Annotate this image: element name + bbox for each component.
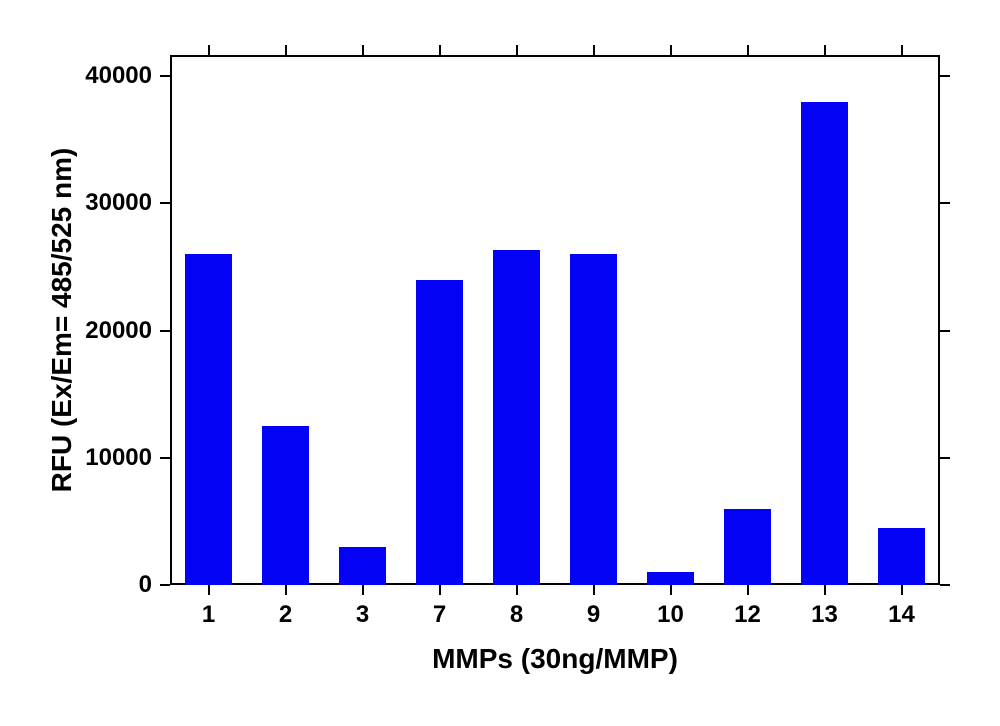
x-tick — [208, 45, 210, 55]
y-tick — [940, 202, 950, 204]
y-tick — [940, 330, 950, 332]
bar — [262, 426, 308, 585]
x-tick — [593, 45, 595, 55]
x-axis-label: MMPs (30ng/MMP) — [432, 643, 678, 675]
chart-stage: RFU (Ex/Em= 485/525 nm) MMPs (30ng/MMP) … — [0, 0, 1000, 726]
bar — [185, 254, 231, 585]
x-tick — [362, 585, 364, 595]
x-tick-label: 12 — [734, 601, 761, 629]
y-tick-label: 40000 — [85, 62, 152, 90]
x-tick-label: 3 — [356, 601, 369, 629]
bar — [801, 102, 847, 585]
x-tick-label: 14 — [888, 601, 915, 629]
bar — [339, 547, 385, 585]
y-tick-label: 30000 — [85, 189, 152, 217]
y-tick — [160, 330, 170, 332]
y-tick — [940, 584, 950, 586]
x-tick — [670, 585, 672, 595]
x-tick — [285, 45, 287, 55]
x-tick — [901, 585, 903, 595]
x-tick — [208, 585, 210, 595]
bar — [647, 572, 693, 585]
x-tick — [439, 45, 441, 55]
x-tick-label: 10 — [657, 601, 684, 629]
x-tick — [285, 585, 287, 595]
x-tick — [824, 585, 826, 595]
bar — [570, 254, 616, 585]
bar — [724, 509, 770, 585]
y-tick-label: 0 — [139, 571, 152, 599]
x-tick — [747, 45, 749, 55]
y-tick-label: 20000 — [85, 317, 152, 345]
x-tick-label: 9 — [587, 601, 600, 629]
y-tick — [160, 202, 170, 204]
y-tick — [160, 75, 170, 77]
x-tick-label: 8 — [510, 601, 523, 629]
x-tick — [362, 45, 364, 55]
x-tick — [516, 45, 518, 55]
x-tick — [593, 585, 595, 595]
x-tick — [824, 45, 826, 55]
x-tick-label: 2 — [279, 601, 292, 629]
x-tick-label: 7 — [433, 601, 446, 629]
y-tick — [940, 75, 950, 77]
x-tick — [439, 585, 441, 595]
x-tick-label: 1 — [202, 601, 215, 629]
bar — [878, 528, 924, 585]
x-tick-label: 13 — [811, 601, 838, 629]
y-tick — [160, 457, 170, 459]
x-tick — [670, 45, 672, 55]
y-tick — [160, 584, 170, 586]
bar — [416, 280, 462, 585]
x-tick — [747, 585, 749, 595]
y-axis-label: RFU (Ex/Em= 485/525 nm) — [46, 148, 78, 493]
x-tick — [516, 585, 518, 595]
y-tick-label: 10000 — [85, 444, 152, 472]
x-tick — [901, 45, 903, 55]
bar — [493, 250, 539, 585]
y-tick — [940, 457, 950, 459]
